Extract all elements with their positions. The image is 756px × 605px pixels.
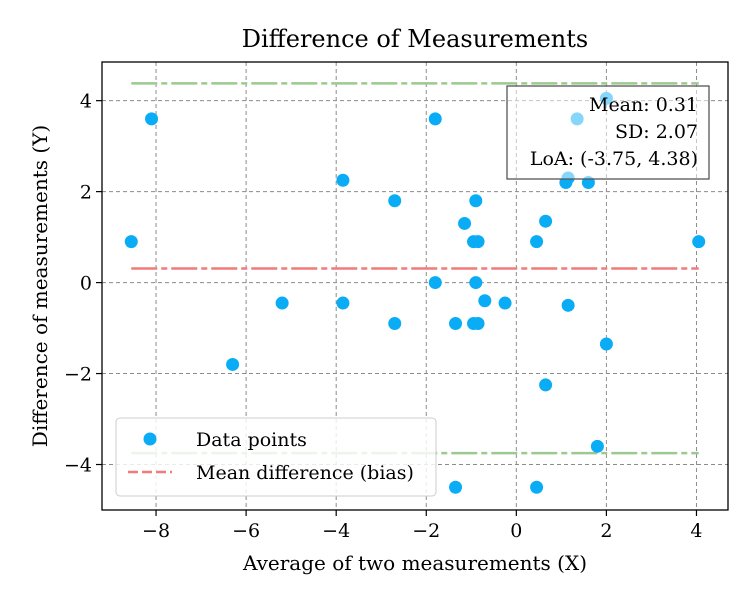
data-point (275, 296, 289, 310)
data-point (449, 317, 463, 331)
y-tick-label: 4 (80, 91, 92, 113)
data-points (124, 91, 706, 494)
data-point (428, 276, 442, 290)
data-point (599, 337, 613, 351)
data-point (498, 296, 512, 310)
x-tick-label: 2 (600, 520, 612, 542)
x-tick-label: 0 (510, 520, 522, 542)
y-tick-label: 2 (80, 182, 92, 204)
legend: Data points Mean difference (bias) (115, 417, 437, 497)
x-tick-label: −6 (232, 520, 260, 542)
data-point (471, 235, 485, 249)
x-tick-label: −2 (412, 520, 440, 542)
data-point (590, 439, 604, 453)
data-point (336, 296, 350, 310)
data-point (388, 194, 402, 208)
data-point (471, 317, 485, 331)
stats-mean: Mean: 0.31 (589, 94, 698, 116)
y-tick-label: −4 (64, 455, 92, 477)
stats-sd: SD: 2.07 (615, 121, 698, 143)
legend-label-data-points: Data points (196, 429, 307, 451)
data-point (530, 480, 544, 494)
chart-title: Difference of Measurements (242, 25, 588, 53)
x-tick-label: −4 (322, 520, 350, 542)
data-point (458, 216, 472, 230)
data-point (388, 317, 402, 331)
data-point (539, 214, 553, 228)
legend-label-mean-difference: Mean difference (bias) (196, 462, 414, 484)
y-tick-label: 0 (80, 273, 92, 295)
data-point (469, 276, 483, 290)
data-point (530, 235, 544, 249)
legend-frame (115, 417, 437, 497)
y-axis-ticks: −4 −2 0 2 4 (64, 91, 102, 477)
data-point (561, 298, 575, 312)
plot-frame (101, 61, 729, 511)
x-tick-label: 4 (690, 520, 702, 542)
stats-box-frame (506, 85, 710, 180)
data-point (478, 294, 492, 308)
data-point (336, 173, 350, 187)
stats-loa: LoA: (-3.75, 4.38) (530, 148, 698, 170)
y-tick-label: −2 (64, 364, 92, 386)
data-point (226, 357, 240, 371)
legend-marker-data-points (143, 432, 157, 446)
data-point (428, 112, 442, 126)
x-axis-label: Average of two measurements (X) (242, 551, 587, 575)
x-tick-label: −8 (142, 520, 170, 542)
stats-box: Mean: 0.31 SD: 2.07 LoA: (-3.75, 4.38) (506, 85, 710, 180)
data-point (539, 378, 553, 392)
data-point (692, 235, 706, 249)
x-axis-ticks: −8 −6 −4 −2 0 2 4 (142, 510, 703, 542)
data-point (449, 480, 463, 494)
y-axis-label: Difference of measurements (Y) (28, 125, 52, 447)
data-point (145, 112, 159, 126)
data-point (469, 194, 483, 208)
data-point (124, 235, 138, 249)
